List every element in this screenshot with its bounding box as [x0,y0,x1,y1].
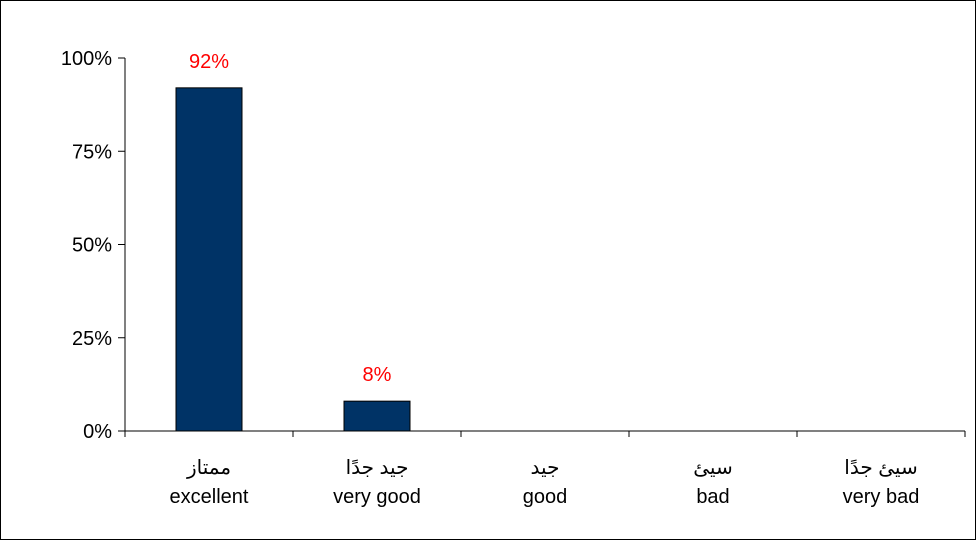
bar [175,87,243,432]
category-label-english: very bad [843,486,920,508]
category-label-arabic: سيئ [693,457,732,479]
y-tick-label: 0% [83,421,112,443]
category-label-arabic: ممتاز [186,457,231,479]
category-label-arabic: جيد [531,457,560,479]
category-labels: ممتاز excellent جيد جدًا very good جيد good سي… [170,457,920,508]
category-label-english: good [523,486,568,508]
data-labels: 92% 8% [189,51,392,386]
category-label-english: excellent [170,486,249,508]
category-label-arabic: سيئ جدًا [844,457,917,479]
bars [175,87,411,432]
y-tick-label: 75% [72,141,112,163]
bar-value-label: 92% [189,51,229,73]
category-label-english: bad [696,486,729,508]
y-tick-label: 50% [72,235,112,257]
y-tick-label: 100% [61,48,112,70]
x-axis [124,430,966,437]
y-axis: 0% 25% 50% 75% 100% [61,48,126,443]
y-tick-label: 25% [72,328,112,350]
bar [343,400,411,432]
bar-value-label: 8% [363,364,392,386]
category-label-arabic: جيد جدًا [346,457,409,479]
category-label-english: very good [333,486,421,508]
